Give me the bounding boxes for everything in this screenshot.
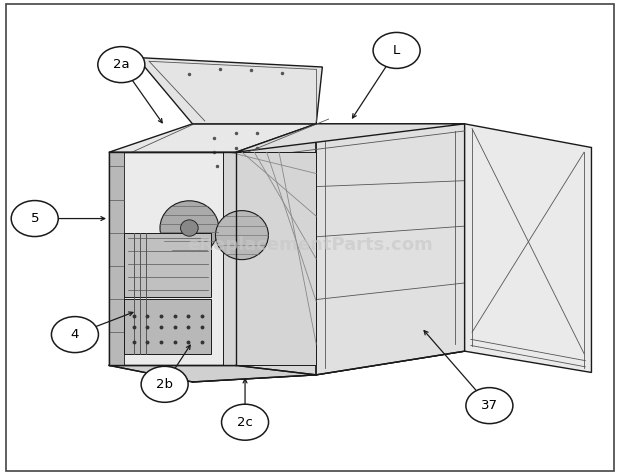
Circle shape xyxy=(11,200,58,237)
Polygon shape xyxy=(109,365,316,382)
Text: L: L xyxy=(393,44,401,57)
Circle shape xyxy=(141,366,188,402)
Circle shape xyxy=(98,47,145,83)
Circle shape xyxy=(466,388,513,424)
Text: 4: 4 xyxy=(71,328,79,341)
Ellipse shape xyxy=(180,220,198,236)
Circle shape xyxy=(373,32,420,68)
Text: eReplacementParts.com: eReplacementParts.com xyxy=(187,236,433,254)
Polygon shape xyxy=(109,124,316,152)
Polygon shape xyxy=(137,57,322,124)
Circle shape xyxy=(51,317,99,352)
Text: 37: 37 xyxy=(481,399,498,412)
Polygon shape xyxy=(316,124,464,375)
Polygon shape xyxy=(192,124,316,382)
Polygon shape xyxy=(316,124,464,375)
Polygon shape xyxy=(464,124,591,372)
Polygon shape xyxy=(109,152,236,365)
Circle shape xyxy=(221,404,268,440)
Polygon shape xyxy=(223,152,316,365)
Polygon shape xyxy=(236,124,464,152)
Ellipse shape xyxy=(216,210,268,260)
Ellipse shape xyxy=(160,201,219,255)
Polygon shape xyxy=(125,233,211,297)
Text: 2a: 2a xyxy=(113,58,130,71)
Text: 2c: 2c xyxy=(237,416,253,429)
Polygon shape xyxy=(109,152,125,365)
Text: 5: 5 xyxy=(30,212,39,225)
Polygon shape xyxy=(125,299,211,353)
Text: 2b: 2b xyxy=(156,378,173,391)
